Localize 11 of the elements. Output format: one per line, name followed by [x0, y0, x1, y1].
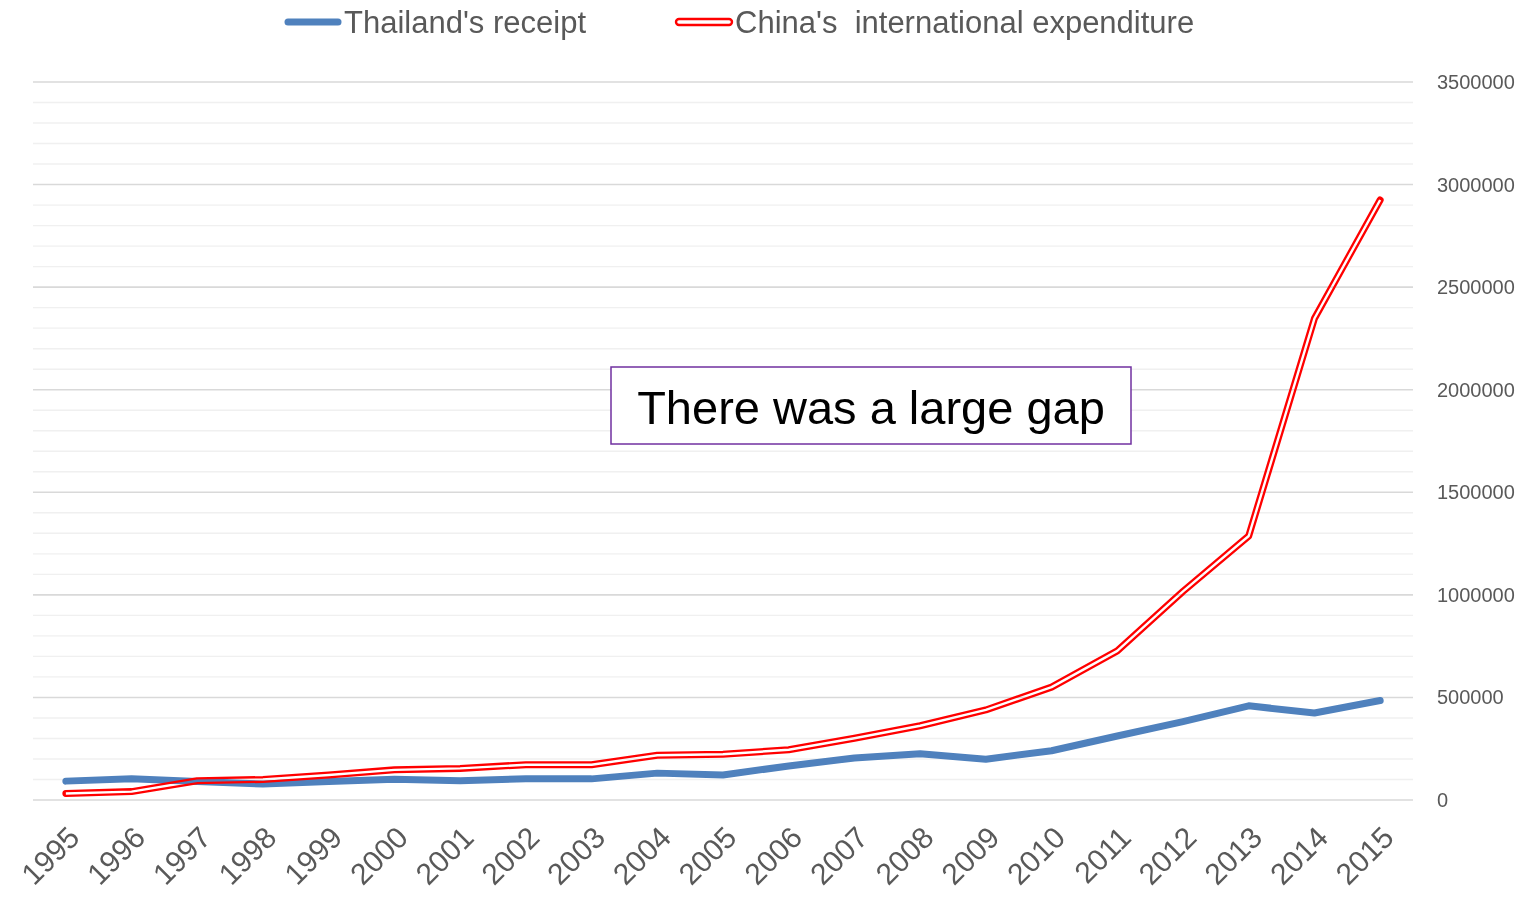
- legend-label: Thailand's receipt: [344, 4, 587, 40]
- y-tick-label: 1500000: [1437, 481, 1515, 504]
- y-tick-label: 0: [1437, 789, 1449, 811]
- legend-label: China's international expenditure: [735, 4, 1195, 40]
- y-tick-label: 1000000: [1437, 583, 1515, 606]
- y-tick-label: 2500000: [1437, 276, 1515, 299]
- y-tick-label: 2000000: [1437, 378, 1515, 401]
- y-tick-label: 3500000: [1437, 71, 1515, 93]
- y-tick-label: 3000000: [1437, 173, 1515, 196]
- y-tick-label: 500000: [1437, 686, 1504, 709]
- annotation: There was a large gap: [637, 381, 1105, 434]
